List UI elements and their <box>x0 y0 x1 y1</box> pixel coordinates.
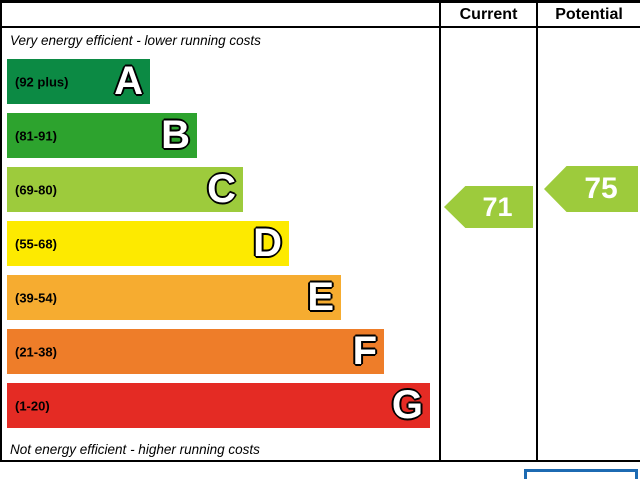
band-letter: G <box>391 383 423 427</box>
cropped-box-fragment <box>524 469 638 479</box>
band-range-label: (81-91) <box>15 128 57 143</box>
bottom-note: Not energy efficient - higher running co… <box>10 442 260 457</box>
band-letter: F <box>352 329 377 373</box>
band-range-label: (92 plus) <box>15 74 69 89</box>
band-range-label: (21-38) <box>15 344 57 359</box>
rating-band-g: (1-20) G <box>7 383 430 428</box>
header-underline <box>0 26 640 28</box>
rating-band-a: (92 plus) A <box>7 59 150 104</box>
potential-rating-value: 75 <box>584 172 618 205</box>
current-rating-value: 71 <box>482 191 513 222</box>
chart-bottom-border <box>0 460 640 462</box>
rating-bands: (92 plus) A (81-91) B (69-80) C (55-68) D (39-54… <box>7 59 430 437</box>
current-column-divider <box>439 0 441 462</box>
chart-left-border <box>0 0 2 462</box>
band-letter: C <box>207 167 236 211</box>
band-letter: E <box>307 275 334 319</box>
band-letter: A <box>114 59 143 103</box>
band-range-label: (69-80) <box>15 182 57 197</box>
rating-band-d: (55-68) D <box>7 221 289 266</box>
potential-column-header: Potential <box>555 6 623 23</box>
potential-column-divider <box>536 0 538 462</box>
band-range-label: (39-54) <box>15 290 57 305</box>
band-letter: D <box>253 221 282 265</box>
rating-band-b: (81-91) B <box>7 113 197 158</box>
top-note: Very energy efficient - lower running co… <box>10 33 261 48</box>
current-rating-arrow: 71 <box>444 186 533 228</box>
rating-band-f: (21-38) F <box>7 329 384 374</box>
chart-top-border <box>0 0 640 3</box>
band-range-label: (1-20) <box>15 398 50 413</box>
current-column-header: Current <box>459 6 518 23</box>
band-range-label: (55-68) <box>15 236 57 251</box>
rating-band-c: (69-80) C <box>7 167 243 212</box>
rating-band-e: (39-54) E <box>7 275 341 320</box>
band-letter: B <box>161 113 190 157</box>
potential-rating-arrow: 75 <box>544 166 638 212</box>
